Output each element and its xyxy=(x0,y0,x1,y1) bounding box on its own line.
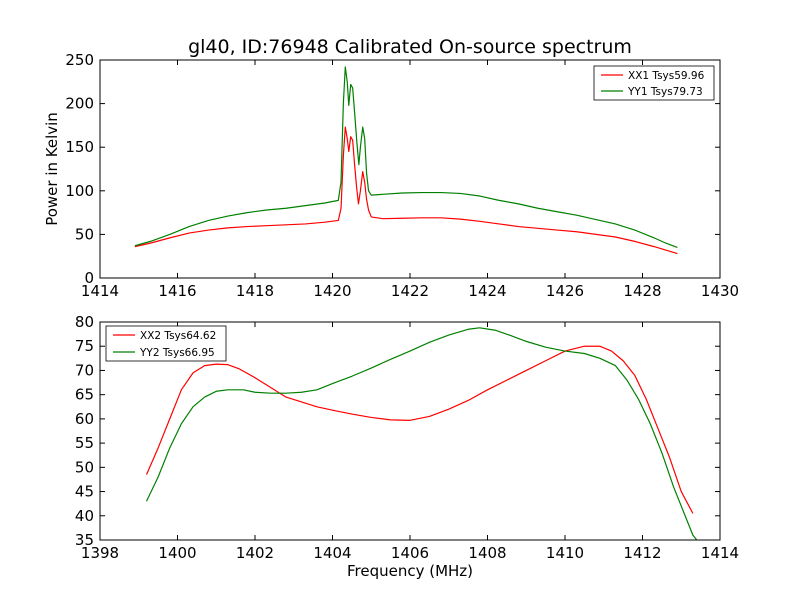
top-x-tick-label: 1428 xyxy=(623,282,661,300)
top-x-tick-label: 1414 xyxy=(81,282,119,300)
top-y-ticks: 0 50 100 150 200 250 xyxy=(65,51,720,287)
bottom-y-tick-label: 45 xyxy=(75,483,94,501)
bottom-x-tick-label: 1412 xyxy=(623,544,661,562)
bottom-y-tick-label: 65 xyxy=(75,386,94,404)
top-legend-label-xx1: XX1 Tsys59.96 xyxy=(628,70,705,82)
top-legend-label-yy1: YY1 Tsys79.73 xyxy=(627,86,703,98)
bottom-series-line-1 xyxy=(145,345,694,514)
top-x-tick-label: 1416 xyxy=(158,282,196,300)
bottom-legend-label-xx2: XX2 Tsys64.62 xyxy=(140,330,216,342)
bottom-series-line-2 xyxy=(145,327,698,540)
bottom-y-tick-label: 80 xyxy=(75,313,94,331)
bottom-legend-box xyxy=(105,325,227,362)
top-x-tick-label: 1424 xyxy=(468,282,506,300)
bottom-x-tick-label: 1400 xyxy=(158,544,196,562)
bottom-y-ticks: 35 40 45 50 55 60 65 70 75 80 xyxy=(75,313,720,549)
top-legend: XX1 Tsys59.96 YY1 Tsys79.73 xyxy=(593,65,715,101)
bottom-x-tick-label: 1398 xyxy=(81,544,119,562)
top-y-tick-label: 150 xyxy=(65,138,94,156)
bottom-y-tick-label: 35 xyxy=(75,531,94,549)
bottom-chart: Frequency (MHz) 1398 1400 1402 1404 1406 1408… xyxy=(75,313,739,580)
top-series-line-1 xyxy=(134,126,678,255)
top-y-tick-label: 250 xyxy=(65,51,94,69)
top-y-tick-label: 0 xyxy=(84,269,94,287)
bottom-x-tick-label: 1402 xyxy=(236,544,274,562)
top-y-tick-label: 50 xyxy=(75,225,94,243)
top-x-tick-label: 1420 xyxy=(313,282,351,300)
bottom-x-ticks: 1398 1400 1402 1404 1406 1408 1410 1412 1414 xyxy=(81,322,739,562)
bottom-series-group xyxy=(145,327,698,540)
top-legend-box xyxy=(593,65,715,101)
bottom-legend-label-yy2: YY2 Tsys66.95 xyxy=(139,347,215,359)
bottom-y-tick-label: 50 xyxy=(75,458,94,476)
bottom-x-tick-label: 1414 xyxy=(701,544,739,562)
top-chart-ylabel: Power in Kelvin xyxy=(43,112,61,226)
bottom-y-tick-label: 55 xyxy=(75,434,94,452)
bottom-chart-xlabel: Frequency (MHz) xyxy=(347,562,473,580)
top-y-tick-label: 100 xyxy=(65,182,94,200)
top-series-line-2 xyxy=(134,66,678,249)
top-chart: gl40, ID:76948 Calibrated On-source spec… xyxy=(43,36,739,300)
bottom-legend: XX2 Tsys64.62 YY2 Tsys66.95 xyxy=(105,325,227,362)
bottom-x-tick-label: 1410 xyxy=(546,544,584,562)
top-chart-title: gl40, ID:76948 Calibrated On-source spec… xyxy=(188,36,632,58)
top-y-tick-label: 200 xyxy=(65,95,94,113)
bottom-x-tick-label: 1408 xyxy=(468,544,506,562)
bottom-y-tick-label: 75 xyxy=(75,337,94,355)
bottom-y-tick-label: 70 xyxy=(75,361,94,379)
bottom-y-tick-label: 60 xyxy=(75,410,94,428)
top-series-group xyxy=(134,66,678,255)
bottom-y-tick-label: 40 xyxy=(75,507,94,525)
top-x-tick-label: 1418 xyxy=(236,282,274,300)
top-x-ticks: 1414 1416 1418 1420 1422 1424 1426 1428 1430 xyxy=(81,60,739,300)
top-x-tick-label: 1422 xyxy=(391,282,429,300)
top-x-tick-label: 1426 xyxy=(546,282,584,300)
bottom-x-tick-label: 1404 xyxy=(313,544,351,562)
bottom-x-tick-label: 1406 xyxy=(391,544,429,562)
top-x-tick-label: 1430 xyxy=(701,282,739,300)
